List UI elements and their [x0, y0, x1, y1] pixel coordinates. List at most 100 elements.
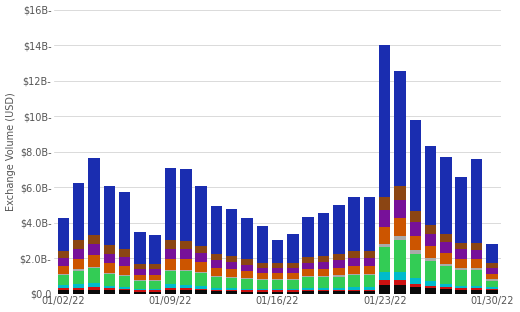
- Bar: [363, 274, 375, 275]
- Bar: [425, 234, 436, 246]
- Bar: [241, 278, 253, 279]
- Bar: [180, 288, 191, 290]
- Bar: [456, 286, 467, 288]
- Bar: [119, 286, 131, 289]
- Bar: [333, 288, 345, 290]
- Bar: [456, 290, 467, 294]
- Bar: [73, 269, 84, 271]
- Bar: [119, 275, 131, 276]
- Bar: [287, 234, 298, 263]
- Bar: [272, 279, 283, 280]
- Bar: [471, 259, 482, 268]
- Bar: [486, 268, 498, 274]
- Bar: [226, 262, 238, 269]
- Bar: [119, 249, 131, 257]
- Bar: [103, 186, 115, 245]
- Bar: [440, 264, 452, 266]
- Bar: [119, 290, 131, 294]
- Bar: [363, 266, 375, 274]
- Bar: [165, 249, 176, 259]
- Bar: [287, 263, 298, 268]
- Bar: [287, 289, 298, 290]
- Bar: [119, 289, 131, 290]
- Bar: [303, 257, 314, 263]
- Bar: [226, 209, 238, 256]
- Bar: [165, 290, 176, 294]
- Bar: [211, 254, 222, 260]
- Bar: [410, 284, 421, 287]
- Bar: [410, 222, 421, 236]
- Bar: [134, 269, 146, 275]
- Bar: [149, 269, 161, 275]
- Bar: [211, 291, 222, 294]
- Bar: [73, 290, 84, 294]
- Bar: [318, 290, 329, 291]
- Bar: [379, 280, 391, 285]
- Bar: [287, 291, 298, 294]
- Bar: [196, 289, 207, 290]
- Bar: [196, 253, 207, 262]
- Bar: [226, 278, 238, 288]
- Bar: [303, 217, 314, 257]
- Bar: [318, 277, 329, 288]
- Bar: [379, 45, 391, 197]
- Bar: [440, 253, 452, 264]
- Bar: [211, 206, 222, 254]
- Bar: [73, 284, 84, 288]
- Bar: [303, 277, 314, 288]
- Bar: [73, 271, 84, 284]
- Bar: [256, 279, 268, 280]
- Bar: [348, 197, 360, 251]
- Bar: [180, 250, 191, 259]
- Bar: [318, 262, 329, 269]
- Bar: [379, 272, 391, 280]
- Bar: [180, 241, 191, 250]
- Bar: [363, 291, 375, 294]
- Bar: [410, 250, 421, 254]
- Bar: [425, 258, 436, 261]
- Bar: [440, 284, 452, 287]
- Bar: [211, 276, 222, 277]
- Bar: [272, 273, 283, 279]
- Bar: [103, 245, 115, 254]
- Bar: [196, 290, 207, 294]
- Bar: [226, 288, 238, 290]
- Bar: [88, 290, 100, 294]
- Bar: [456, 288, 467, 290]
- Bar: [180, 270, 191, 271]
- Bar: [471, 268, 482, 270]
- Bar: [119, 192, 131, 249]
- Bar: [440, 242, 452, 253]
- Bar: [211, 277, 222, 288]
- Bar: [165, 240, 176, 249]
- Bar: [363, 258, 375, 266]
- Bar: [287, 280, 298, 289]
- Bar: [348, 274, 360, 275]
- Bar: [134, 264, 146, 269]
- Bar: [165, 271, 176, 285]
- Bar: [211, 288, 222, 290]
- Bar: [379, 210, 391, 227]
- Bar: [196, 246, 207, 253]
- Bar: [440, 287, 452, 289]
- Bar: [394, 218, 406, 236]
- Bar: [88, 283, 100, 287]
- Bar: [303, 290, 314, 291]
- Bar: [287, 268, 298, 273]
- Bar: [88, 235, 100, 245]
- Bar: [456, 177, 467, 242]
- Bar: [88, 268, 100, 283]
- Bar: [196, 273, 207, 286]
- Bar: [394, 285, 406, 294]
- Bar: [88, 255, 100, 267]
- Bar: [58, 251, 69, 258]
- Bar: [149, 289, 161, 290]
- Bar: [226, 256, 238, 262]
- Bar: [394, 200, 406, 218]
- Bar: [103, 263, 115, 273]
- Bar: [348, 258, 360, 266]
- Bar: [256, 263, 268, 268]
- Bar: [318, 213, 329, 256]
- Bar: [149, 281, 161, 289]
- Bar: [287, 273, 298, 279]
